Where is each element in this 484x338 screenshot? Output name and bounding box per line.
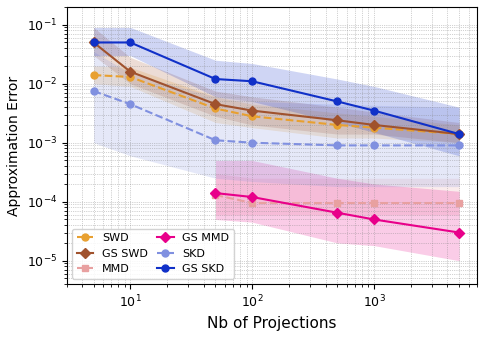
Line: SWD: SWD	[90, 72, 463, 138]
SKD	[127, 102, 133, 106]
SWD	[456, 132, 462, 136]
X-axis label: Nb of Projections: Nb of Projections	[207, 316, 336, 331]
SWD	[249, 114, 255, 118]
SKD	[91, 89, 96, 93]
Line: MMD: MMD	[212, 192, 463, 207]
MMD	[456, 201, 462, 205]
Legend: SWD, GS SWD, MMD, GS MMD, SKD, GS SKD: SWD, GS SWD, MMD, GS MMD, SKD, GS SKD	[72, 228, 234, 279]
MMD	[212, 193, 218, 197]
GS SKD	[334, 99, 340, 103]
Y-axis label: Approximation Error: Approximation Error	[7, 75, 21, 216]
GS SKD	[127, 41, 133, 45]
GS SWD	[249, 108, 255, 113]
SWD	[91, 73, 96, 77]
Line: SKD: SKD	[90, 88, 463, 149]
Line: GS SWD: GS SWD	[90, 39, 463, 138]
SWD	[334, 123, 340, 127]
GS SKD	[91, 41, 96, 45]
GS SKD	[371, 108, 377, 113]
GS MMD	[334, 211, 340, 215]
SKD	[334, 143, 340, 147]
SKD	[456, 143, 462, 147]
GS MMD	[249, 195, 255, 199]
SKD	[212, 138, 218, 142]
GS MMD	[456, 231, 462, 235]
GS SWD	[456, 132, 462, 136]
Line: GS SKD: GS SKD	[90, 39, 463, 138]
GS MMD	[371, 217, 377, 221]
MMD	[371, 201, 377, 205]
GS SKD	[249, 79, 255, 83]
SWD	[371, 126, 377, 130]
MMD	[334, 201, 340, 205]
MMD	[249, 201, 255, 205]
GS SWD	[371, 123, 377, 127]
SWD	[212, 106, 218, 111]
GS SWD	[91, 41, 96, 45]
GS SWD	[334, 118, 340, 122]
GS SWD	[127, 70, 133, 74]
SKD	[371, 143, 377, 147]
Line: GS MMD: GS MMD	[212, 190, 463, 236]
GS SKD	[456, 132, 462, 136]
GS SKD	[212, 77, 218, 81]
SWD	[127, 75, 133, 79]
GS MMD	[212, 191, 218, 195]
GS SWD	[212, 102, 218, 106]
SKD	[249, 141, 255, 145]
